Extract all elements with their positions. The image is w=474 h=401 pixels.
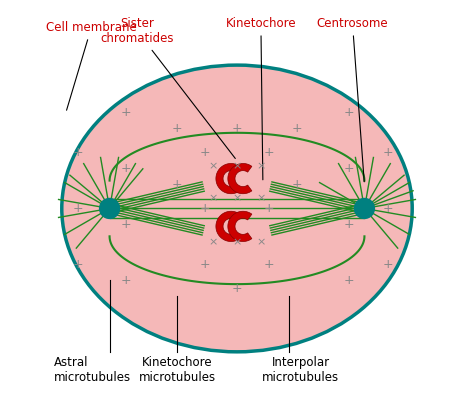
Text: +: + — [343, 273, 354, 287]
Polygon shape — [216, 164, 240, 194]
Text: +: + — [292, 178, 302, 191]
Ellipse shape — [62, 65, 412, 352]
Text: Cell membrane: Cell membrane — [46, 21, 137, 110]
Text: Centrosome: Centrosome — [317, 17, 388, 182]
Text: ×: × — [232, 237, 242, 247]
Text: +: + — [200, 202, 210, 215]
Text: Astral
microtubules: Astral microtubules — [54, 356, 131, 384]
Text: ×: × — [256, 194, 265, 204]
Text: +: + — [120, 273, 131, 287]
Text: +: + — [172, 178, 182, 191]
Text: +: + — [200, 146, 210, 159]
Text: +: + — [120, 218, 131, 231]
Text: +: + — [73, 146, 83, 159]
Text: Kinetochore
microtubules: Kinetochore microtubules — [139, 356, 216, 384]
Text: ×: × — [256, 237, 265, 247]
Text: Sister
chromatides: Sister chromatides — [100, 17, 235, 158]
Text: +: + — [383, 258, 393, 271]
Text: +: + — [232, 282, 242, 295]
Text: +: + — [120, 162, 131, 175]
Circle shape — [355, 198, 374, 219]
Text: ×: × — [209, 237, 218, 247]
Text: ×: × — [209, 162, 218, 172]
Text: Kinetochore: Kinetochore — [226, 17, 296, 180]
Text: ×: × — [232, 194, 242, 204]
Text: +: + — [200, 258, 210, 271]
Text: +: + — [383, 146, 393, 159]
Text: ×: × — [256, 162, 265, 172]
Text: +: + — [264, 258, 274, 271]
Text: +: + — [343, 218, 354, 231]
Text: +: + — [73, 202, 83, 215]
Text: +: + — [343, 106, 354, 119]
Text: +: + — [292, 122, 302, 135]
Text: +: + — [232, 122, 242, 135]
Text: +: + — [264, 146, 274, 159]
Circle shape — [100, 198, 119, 219]
Text: +: + — [172, 122, 182, 135]
Text: ×: × — [232, 162, 242, 172]
Text: Interpolar
microtubules: Interpolar microtubules — [262, 356, 339, 384]
Text: +: + — [73, 258, 83, 271]
Text: ×: × — [209, 194, 218, 204]
Polygon shape — [228, 211, 252, 241]
Text: +: + — [343, 162, 354, 175]
Polygon shape — [216, 211, 240, 241]
Polygon shape — [228, 164, 252, 194]
Text: +: + — [383, 202, 393, 215]
Text: +: + — [264, 202, 274, 215]
Text: +: + — [120, 106, 131, 119]
